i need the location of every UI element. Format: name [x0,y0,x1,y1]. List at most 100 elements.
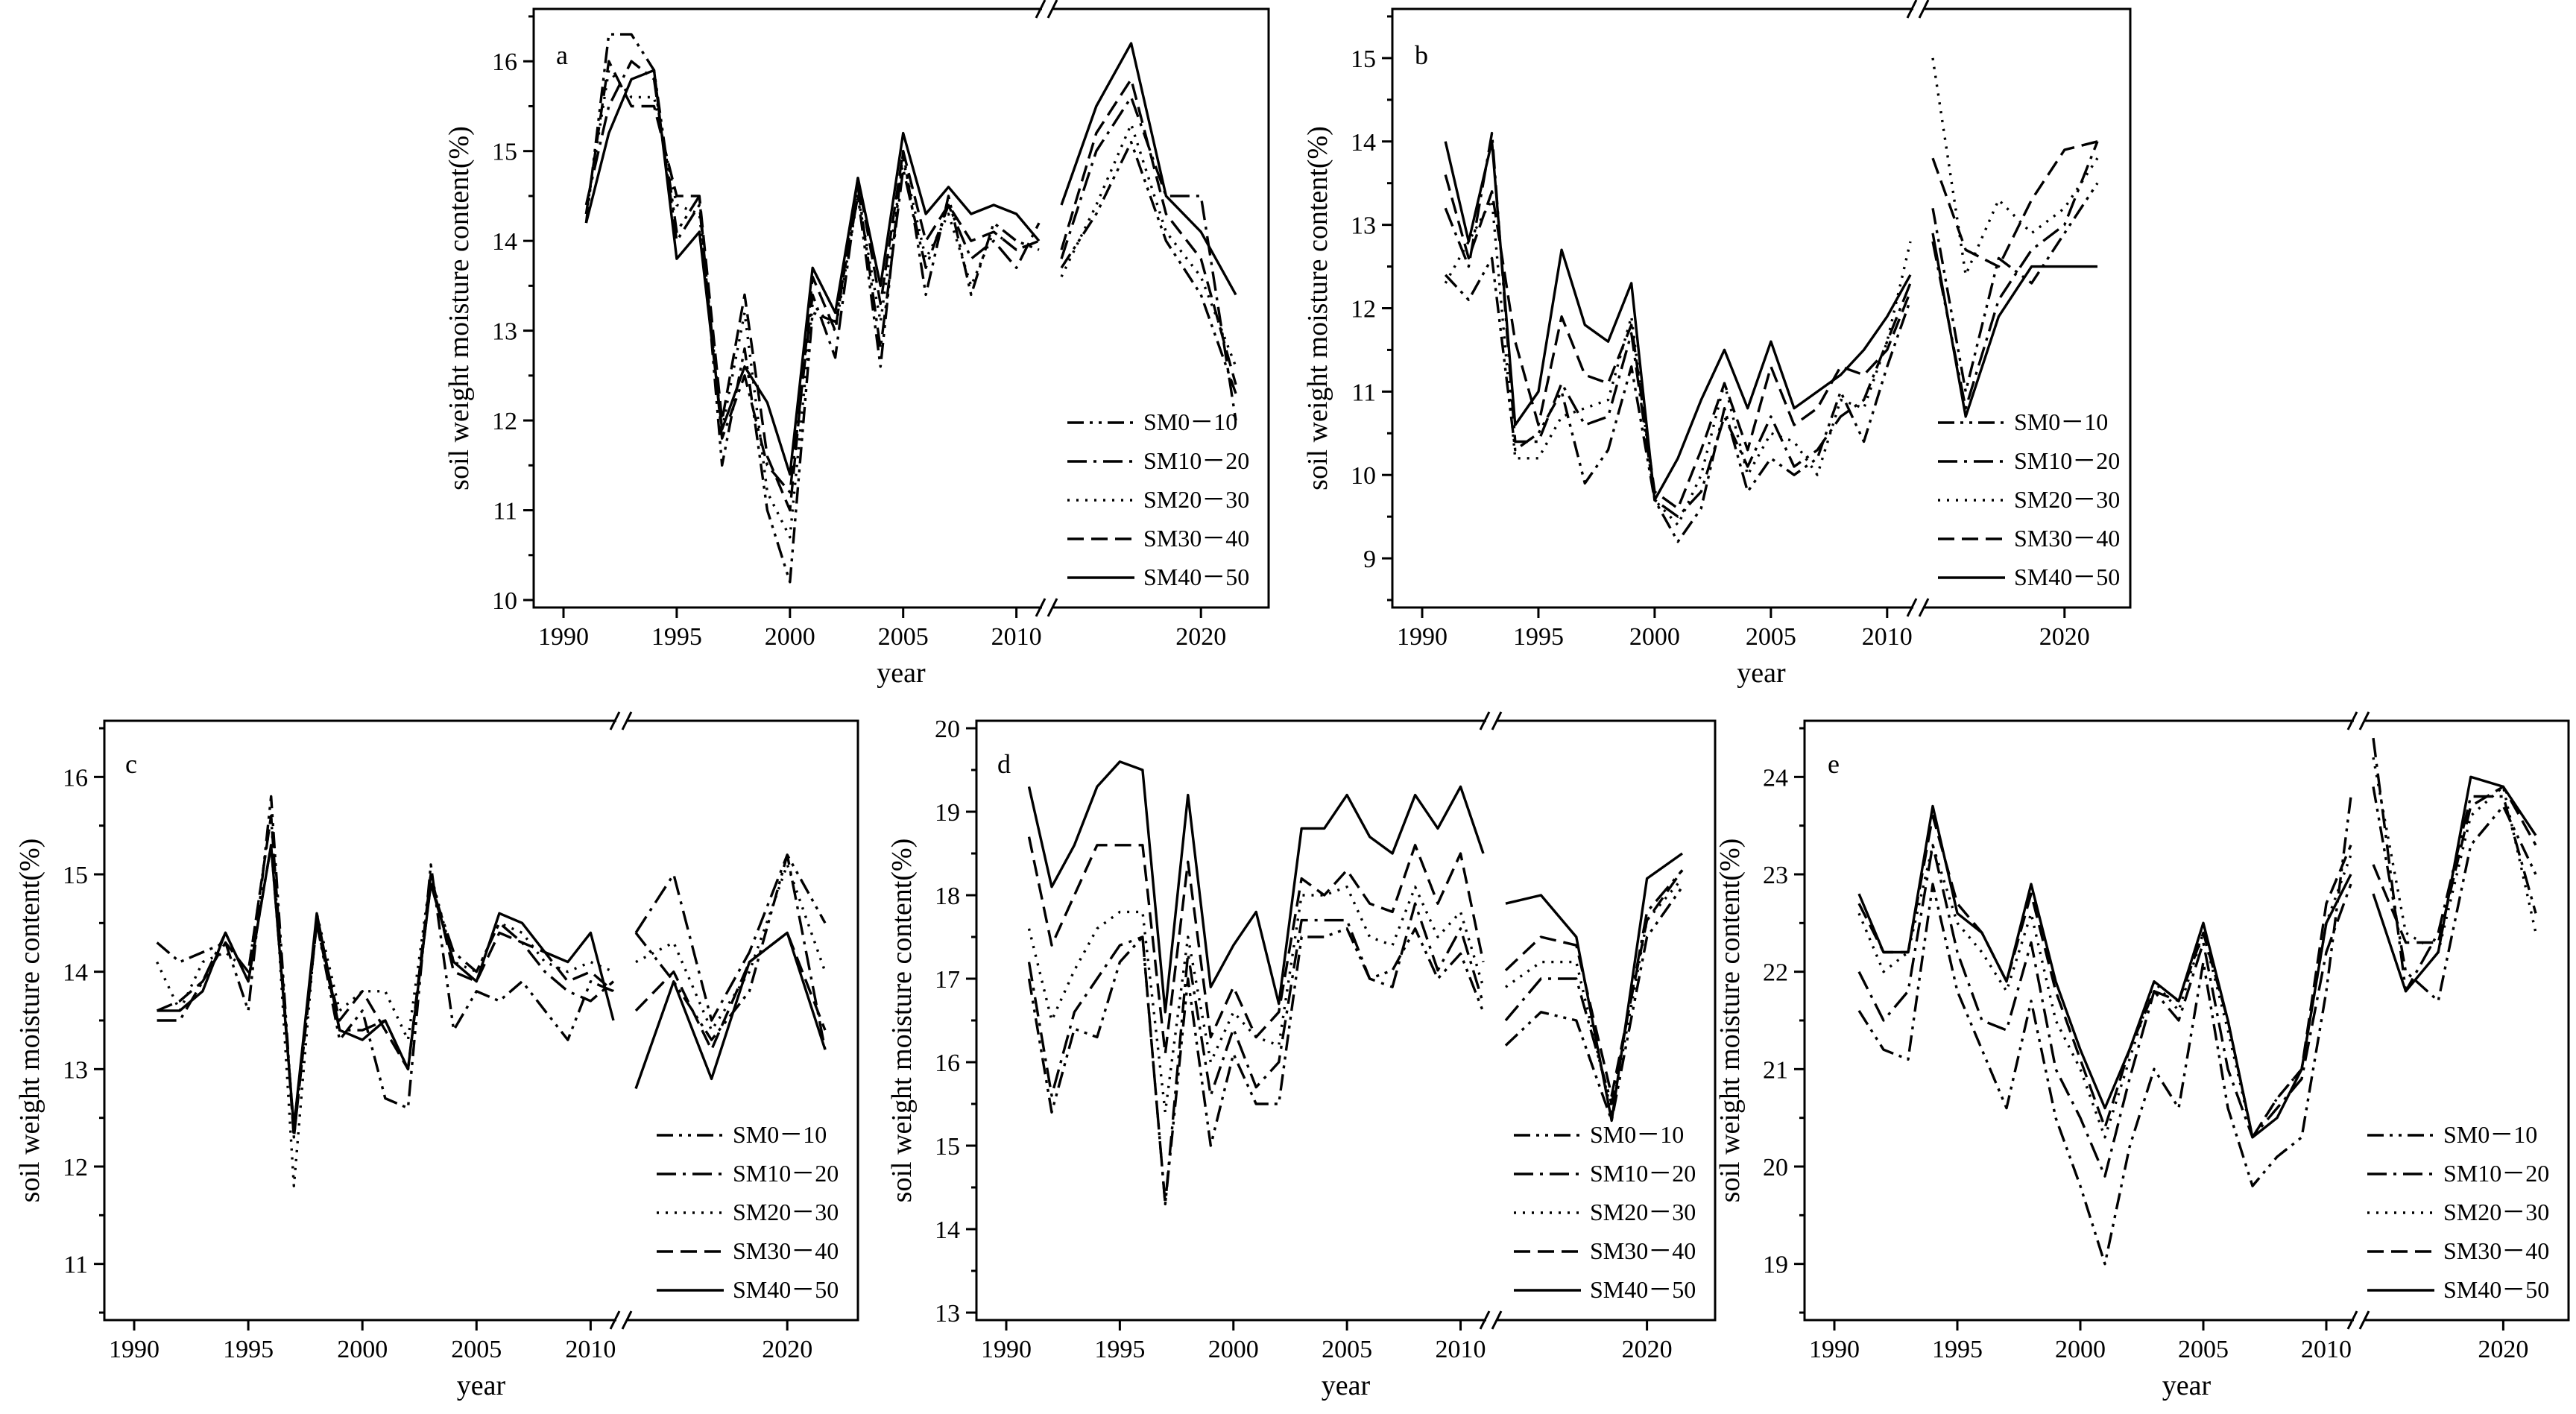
x-axis-title: year [877,657,926,689]
series-line-SM30-40-part-2 [1931,140,2098,268]
y-tick-label: 14 [935,1216,960,1244]
y-tick-label: 11 [1351,379,1376,406]
axis-break-mark [2346,711,2358,730]
y-tick-label: 10 [492,587,517,615]
series-line-SM30-40-part-2 [1504,869,1684,1097]
series-line-SM20-30-part-1 [1857,844,2352,1139]
y-axis-title: soil weight moisture content(%) [14,839,45,1203]
legend-label: SM0－10 [733,1121,827,1148]
panel-letter: d [997,749,1011,779]
axis-break-mark [1479,711,1491,730]
y-tick-label: 13 [1351,212,1376,240]
x-tick-label: 2020 [762,1336,812,1363]
series-line-SM30-40-part-1 [584,60,1040,512]
x-tick-label: 2005 [1746,623,1796,651]
legend-label: SM10－20 [2014,447,2120,474]
legend-entry: SM10－20 [2367,1160,2549,1187]
legend-entry: SM0－10 [657,1121,827,1148]
y-tick-label: 12 [1351,296,1376,323]
axis-break-mark [609,711,621,730]
panel-letter: b [1415,40,1428,70]
panel-d: 13 14 15 16 17 18 19 20 1990 1995 2000 2005 2010 2020… [886,711,1717,1401]
series-line-SM30-40-part-1 [1857,814,2352,1139]
y-tick-label: 20 [935,716,960,743]
plot-frame [103,719,859,1322]
series-line-SM40-50-part-1 [1857,804,2352,1139]
axis-break-mark [1918,0,1930,19]
x-tick-label: 2000 [1208,1336,1259,1363]
y-tick-label: 20 [1763,1154,1788,1181]
legend-label: SM40－50 [1590,1276,1696,1303]
x-tick-label: 2010 [1436,1336,1486,1363]
panel-c: 11 12 13 14 15 16 1990 1995 2000 2005 2010 2020 year… [14,711,859,1401]
series-line-SM30-40-part-1 [1027,836,1485,1055]
x-tick-label: 1990 [538,623,589,651]
axis-break-mark [1035,0,1046,19]
series-line-SM20-30-part-1 [1444,198,1912,526]
legend-label: SM30－40 [1590,1237,1696,1264]
series-line-SM0-10-part-1 [1857,796,2352,1266]
x-tick-label: 2020 [1175,623,1226,651]
x-tick-label: 2010 [991,623,1042,651]
series-line-SM30-40-part-1 [156,814,615,1139]
x-tick-label: 1995 [1094,1336,1145,1363]
series-line-SM10-20-part-1 [157,844,615,1129]
series-line-SM0-10-part-1 [1027,927,1485,1206]
legend-entry: SM20－30 [1938,486,2120,513]
panel-letter: e [1828,749,1840,779]
series-line-SM20-30-part-1 [1027,886,1485,1114]
legend-label: SM40－50 [2443,1276,2549,1303]
axis-break-mark [621,711,633,730]
y-tick-label: 9 [1363,546,1376,573]
panel-e: 19 20 21 22 23 24 1990 1995 2000 2005 2010 2020 year… [1714,711,2570,1401]
legend-entry: SM10－20 [657,1160,839,1187]
x-tick-label: 2005 [451,1336,502,1363]
x-tick-label: 1995 [1513,623,1564,651]
y-tick-label: 19 [1763,1252,1788,1279]
x-tick-label: 2000 [337,1336,388,1363]
plot-frame [1391,7,2132,609]
panel-b: 9 10 11 12 13 14 15 1990 1995 2000 2005 2010 2020 yea… [1302,0,2132,689]
series-line-SM10-20-part-2 [634,853,827,1050]
x-tick-label: 2005 [878,623,929,651]
legend-label: SM20－30 [1590,1199,1696,1225]
series-line-SM10-20-part-1 [584,60,1041,494]
x-axis-title: year [1322,1370,1371,1401]
axis-break-mark [2358,1310,2370,1330]
series-line-SM0-10-part-1 [584,33,1040,584]
y-tick-label: 11 [493,498,517,525]
y-tick-label: 16 [492,48,517,76]
legend-entry: SM40－50 [657,1276,839,1303]
y-tick-label: 12 [63,1154,88,1181]
y-tick-label: 15 [492,139,517,166]
x-tick-label: 2010 [2301,1336,2352,1363]
plot-frame [532,7,1270,609]
series-line-SM0-10-part-2 [634,853,827,1041]
y-tick-label: 14 [63,959,88,987]
legend-label: SM0－10 [2014,408,2108,435]
series-line-SM20-30-part-2 [1931,57,2099,277]
series-line-SM10-20-part-1 [1027,902,1485,1206]
legend-entry: SM40－50 [1514,1276,1696,1303]
legend-entry: SM0－10 [1938,408,2108,435]
axis-break-mark [1046,598,1058,617]
y-tick-label: 15 [935,1133,960,1161]
legend-label: SM40－50 [2014,564,2120,590]
x-tick-label: 1990 [981,1336,1032,1363]
series-line-SM40-50-part-1 [1444,140,1912,502]
x-tick-label: 2000 [765,623,815,651]
x-tick-label: 2020 [2478,1336,2528,1363]
axis-break-mark [1046,0,1058,19]
y-tick-label: 13 [492,318,517,346]
legend-label: SM0－10 [1590,1121,1684,1148]
legend-entry: SM30－40 [1067,525,1249,552]
x-tick-label: 1995 [223,1336,274,1363]
y-tick-label: 14 [1351,129,1376,157]
legend-entry: SM40－50 [2367,1276,2549,1303]
series-line-SM20-30-part-2 [1060,122,1237,367]
legend-entry: SM0－10 [2367,1121,2537,1148]
series-line-SM0-10-part-1 [1444,256,1912,543]
legend-entry: SM0－10 [1514,1121,1684,1148]
x-tick-label: 2020 [1622,1336,1673,1363]
legend-label: SM10－20 [1590,1160,1696,1187]
